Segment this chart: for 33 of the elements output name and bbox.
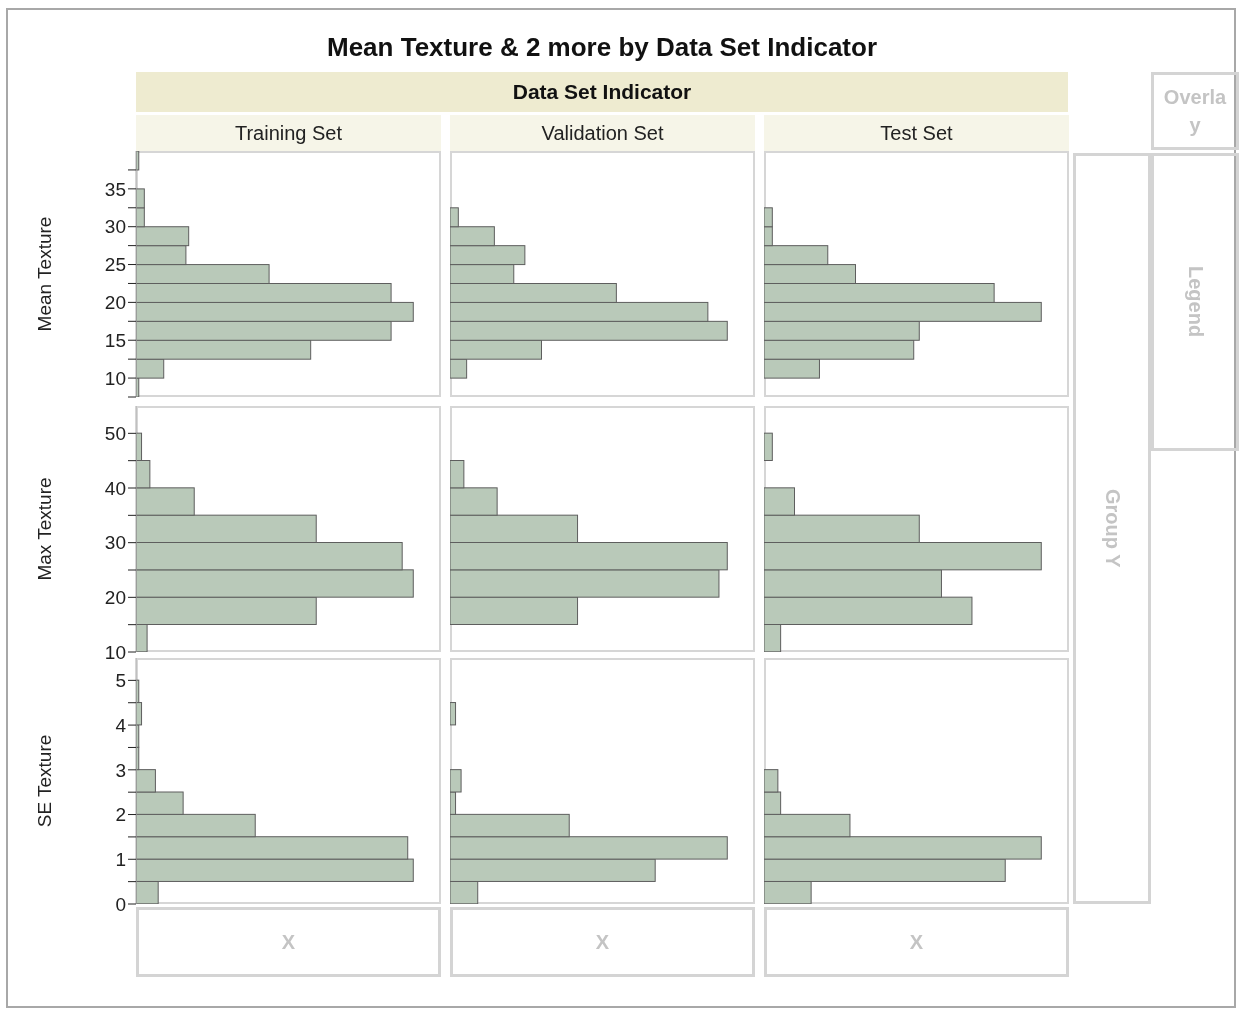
y-tick-label: 20 (104, 587, 126, 609)
text: X (281, 930, 296, 954)
y-tick-label: 10 (104, 641, 126, 663)
text: X (595, 930, 610, 954)
text: Group Y (1100, 489, 1124, 568)
y-tick-label: 5 (115, 670, 126, 692)
y-tick-label: 3 (115, 759, 126, 781)
text: Mean Texture & 2 more by Data Set Indicator (326, 32, 878, 63)
y-tick-label: 30 (104, 532, 126, 554)
bar (764, 432, 773, 461)
y-tick-label: 1 (115, 849, 126, 871)
y-axis-title: Max Texture (33, 477, 55, 581)
y-tick-label: 40 (104, 477, 126, 499)
y-tick-label: 10 (104, 367, 126, 389)
y-axis-title: SE Texture (33, 734, 55, 828)
y-tick-label: 2 (115, 804, 126, 826)
bar (450, 702, 457, 726)
y-axis-title: Mean Texture (33, 216, 55, 332)
y-tick-label: 15 (104, 329, 126, 351)
chart-title: Test Set (764, 115, 1069, 151)
y-tick-label: 25 (104, 254, 126, 276)
text: Legend (1183, 266, 1207, 338)
y-tick-label: 4 (115, 714, 127, 736)
text: Overlay (1162, 85, 1228, 138)
chart-title: Training Set (136, 115, 441, 151)
text: Data Set Indicator (136, 72, 1068, 112)
y-tick-label: 20 (104, 292, 126, 314)
y-tick-label: 0 (115, 893, 126, 915)
chart-title: Validation Set (450, 115, 755, 151)
y-tick-label: 50 (104, 423, 126, 445)
text: X (909, 930, 924, 954)
y-tick-label: 35 (104, 178, 126, 200)
y-tick-label: 30 (104, 216, 126, 238)
